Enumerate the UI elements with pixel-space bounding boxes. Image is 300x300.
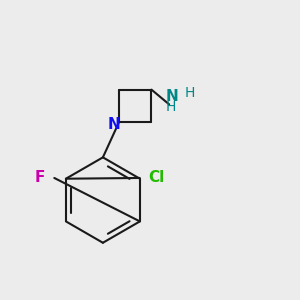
Text: Cl: Cl (148, 170, 165, 185)
Text: H: H (184, 85, 195, 100)
Text: N: N (166, 89, 178, 104)
Text: H: H (165, 100, 176, 114)
Text: F: F (35, 170, 46, 185)
Text: N: N (107, 118, 120, 133)
